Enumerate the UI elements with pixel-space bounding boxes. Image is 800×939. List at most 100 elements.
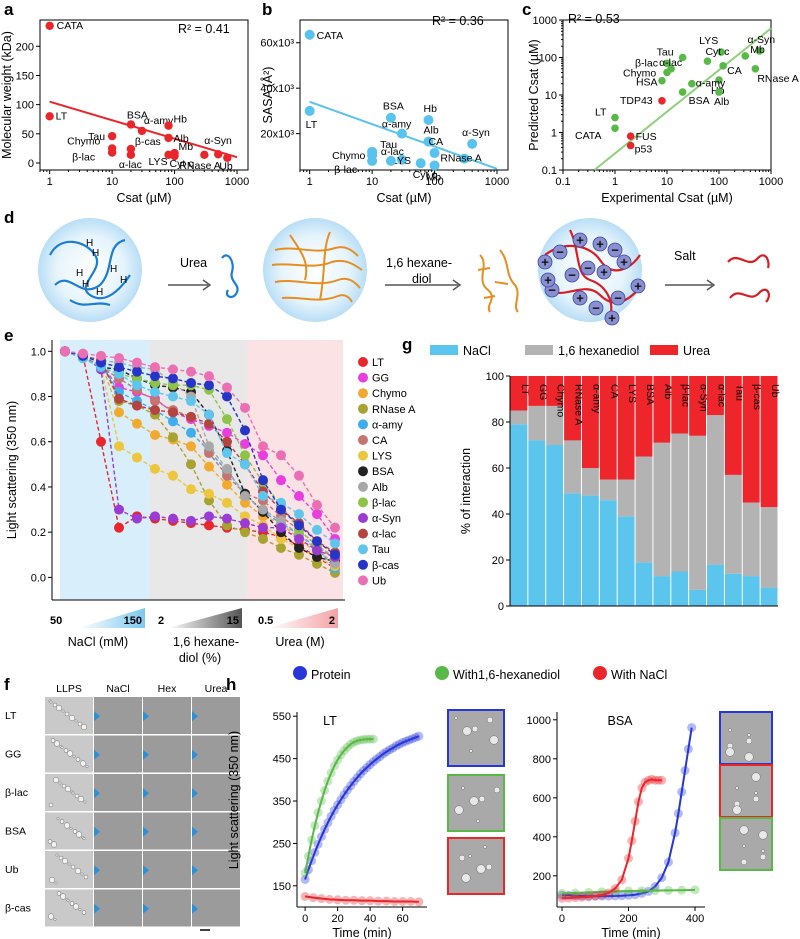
data-point <box>719 62 727 70</box>
charge-bead <box>588 300 604 316</box>
data-point-label: Mb <box>427 171 442 183</box>
droplet <box>70 864 76 870</box>
droplet <box>77 721 83 727</box>
data-point <box>658 76 666 85</box>
micrograph-tile <box>143 889 191 927</box>
data-point-label: Alb <box>424 125 439 137</box>
category-label: RNase A <box>573 384 585 425</box>
series-point <box>114 393 124 404</box>
data-point <box>715 88 723 96</box>
droplet <box>60 746 64 749</box>
series-point <box>186 396 196 407</box>
droplet <box>82 837 86 840</box>
x-tick-label: 100 <box>165 176 183 188</box>
droplet <box>69 827 73 830</box>
category-label: β-lac <box>680 384 692 407</box>
data-point-label: RNase A <box>757 73 798 85</box>
salt-label: Salt <box>674 249 696 263</box>
svg-text:H: H <box>82 279 89 290</box>
bar-segment <box>617 376 635 480</box>
y-tick-label: 150 <box>273 881 291 893</box>
bar-segment <box>707 415 724 565</box>
gradient-wedge <box>268 608 338 628</box>
series-point <box>312 509 322 520</box>
category-label: Chymo <box>555 384 567 417</box>
droplet <box>476 864 486 874</box>
fit-curve <box>304 738 374 874</box>
bar-segment <box>617 479 635 517</box>
data-point-label: BSA <box>689 95 710 107</box>
data-point <box>223 153 232 162</box>
droplet <box>66 899 70 902</box>
x-tick-label: 1 <box>612 176 618 188</box>
data-point <box>663 68 671 77</box>
row-label: β-lac <box>5 787 28 799</box>
droplet <box>462 726 472 736</box>
legend-marker <box>358 435 368 445</box>
charge-bead <box>592 236 608 252</box>
series-line <box>64 350 336 569</box>
charge-sign: + <box>576 233 584 248</box>
series-line <box>64 350 336 558</box>
data-point-label: LYS <box>699 35 718 47</box>
category-label: Alb <box>662 384 674 399</box>
series-point <box>222 513 232 524</box>
category-label: β-cas <box>751 384 763 410</box>
series-point <box>258 491 268 501</box>
bar-segment <box>581 376 599 468</box>
droplet <box>468 854 472 858</box>
droplet <box>53 918 57 921</box>
charge-sign: + <box>600 265 608 280</box>
micrograph-tile <box>94 735 142 773</box>
series-point <box>186 484 196 495</box>
fiber <box>289 234 308 281</box>
y-tick-label: 40 <box>492 509 504 521</box>
row-label: BSA <box>5 826 26 838</box>
legend-label: LYS <box>372 451 392 463</box>
data-point-label: β-lac <box>635 57 658 69</box>
data-point <box>626 141 635 150</box>
data-point-label: LYS <box>392 155 411 167</box>
legend-marker <box>358 466 368 477</box>
data-point <box>126 150 136 160</box>
data-point-label: β-lac <box>72 151 95 163</box>
series-point <box>168 416 178 427</box>
micrograph-tile <box>143 812 191 850</box>
data-point <box>678 88 687 96</box>
bar-segment <box>510 410 528 425</box>
charge-beads: +−+ + −− − ++−+ −−+++ <box>537 233 646 326</box>
legend-label: With1,6-hexanediol <box>453 668 560 682</box>
data-point <box>385 112 396 123</box>
series-point <box>204 418 214 429</box>
chart-h: Protein With1,6-hexanediol With NaCl Light … <box>227 666 773 939</box>
plot-frame <box>299 19 509 171</box>
bar-segment <box>689 589 707 606</box>
droplet <box>66 750 74 757</box>
bar-segment <box>724 474 742 574</box>
data-point-label: α-Syn <box>747 34 775 46</box>
micrograph-tile <box>94 851 142 888</box>
column-header: Urea <box>205 683 228 695</box>
fiber <box>319 231 331 301</box>
fit-curve <box>304 895 419 903</box>
data-point <box>396 128 407 139</box>
charge-sign: + <box>608 311 616 326</box>
bar-segment <box>653 442 671 577</box>
series-point <box>204 380 214 391</box>
x-axis-title: Time (min) <box>332 926 391 939</box>
arrowhead-hexanediol <box>452 279 462 291</box>
series-point <box>186 411 196 422</box>
droplet <box>759 853 767 861</box>
y-tick-label: 0.4 <box>31 482 46 494</box>
series-line <box>64 350 336 563</box>
series-point <box>276 450 286 461</box>
panel-letter-g: g <box>402 335 412 354</box>
droplet <box>476 819 480 823</box>
bar-segment <box>742 576 760 606</box>
micrograph-tile <box>94 889 142 927</box>
droplet <box>758 830 768 840</box>
series-point <box>114 353 124 364</box>
series-point <box>204 511 214 522</box>
